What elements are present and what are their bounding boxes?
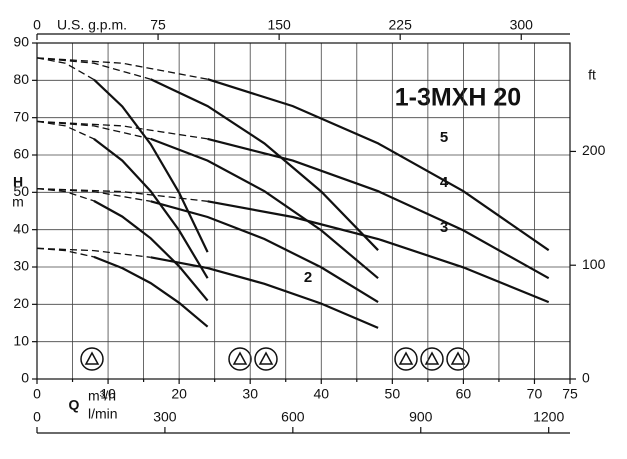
curve	[93, 199, 209, 302]
curve-label: 4	[440, 174, 449, 191]
x-tick-label: 30	[242, 386, 258, 402]
top-tick-label: 300	[510, 17, 534, 33]
right-tick-label: 200	[582, 142, 606, 158]
curve-dashed	[36, 247, 95, 258]
y-tick-label: 60	[13, 146, 29, 162]
curve	[207, 137, 550, 280]
curve-dashed	[36, 57, 151, 80]
curve-dashed	[36, 187, 151, 202]
curve-dashed	[36, 187, 95, 202]
top-tick-label: 75	[150, 17, 166, 33]
top-tick-label: 225	[389, 17, 413, 33]
right-tick-label: 0	[582, 370, 590, 386]
curve	[150, 137, 379, 280]
y-tick-label: 0	[21, 370, 29, 386]
curve-dashed	[36, 120, 208, 140]
y-tick-label: 30	[13, 258, 29, 274]
right-tick-label: 100	[582, 256, 606, 272]
bottom-tick-label: 900	[409, 409, 433, 425]
x-tick-label: 75	[562, 386, 578, 402]
chart-title: 1-3MXH 20	[395, 84, 521, 112]
x-tick-label: 20	[171, 386, 187, 402]
curve	[207, 200, 550, 304]
top-tick-label: 0	[33, 17, 41, 33]
x-tick-label: 10	[100, 386, 116, 402]
curve-dashed	[36, 120, 151, 140]
bottom-axis-label: l/min	[88, 406, 118, 422]
curve-label: 2	[304, 269, 312, 286]
top-axis-label: U.S. g.p.m.	[57, 17, 127, 33]
x-tick-label: 0	[33, 386, 41, 402]
y-axis-unit: m	[12, 194, 24, 210]
bottom-tick-label: 0	[33, 409, 41, 425]
curve	[207, 78, 550, 252]
curve	[93, 255, 209, 328]
y-tick-label: 40	[13, 220, 29, 236]
curve-dashed	[36, 57, 208, 80]
curve	[93, 78, 209, 253]
bottom-tick-label: 300	[153, 409, 177, 425]
top-tick-label: 150	[267, 17, 291, 33]
y-tick-label: 90	[13, 34, 29, 50]
plot-area	[37, 43, 570, 379]
curve-dashed	[36, 57, 95, 81]
curve	[93, 138, 209, 279]
y-tick-label: 50	[13, 183, 29, 199]
bottom-tick-label: 1200	[533, 409, 564, 425]
plot-frame	[36, 42, 571, 380]
curve	[150, 78, 379, 251]
curve-label: 5	[440, 129, 448, 146]
y-tick-label: 80	[13, 71, 29, 87]
y-tick-label: 20	[13, 295, 29, 311]
curve-dashed	[36, 120, 95, 140]
y-axis-label: H	[13, 174, 23, 190]
curve	[150, 256, 379, 329]
y-tick-label: 10	[13, 332, 29, 348]
x-axis-unit: m³/h	[88, 388, 116, 404]
x-tick-label: 50	[385, 386, 401, 402]
x-tick-label: 60	[456, 386, 472, 402]
bottom-tick-label: 600	[281, 409, 305, 425]
x-tick-label: 40	[313, 386, 329, 402]
y-tick-label: 70	[13, 108, 29, 124]
x-tick-label: 70	[527, 386, 543, 402]
curve-label: 3	[440, 219, 448, 236]
right-axis-label: ft	[588, 67, 596, 83]
x-axis-label: Q	[69, 397, 80, 413]
curve-dashed	[36, 247, 151, 258]
